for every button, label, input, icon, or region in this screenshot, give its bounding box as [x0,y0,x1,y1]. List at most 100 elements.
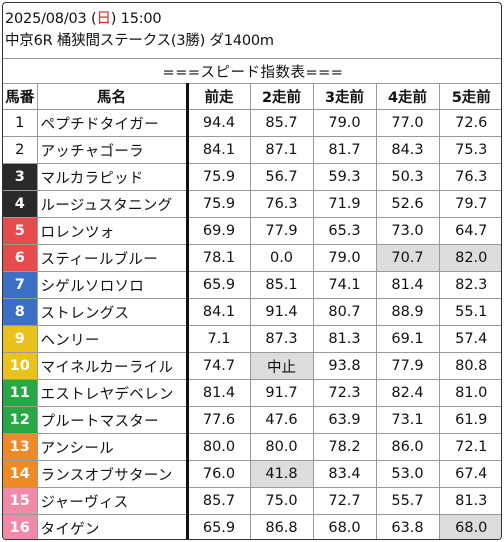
speed-index-last: 84.1 [185,298,251,326]
table-row: 8 ストレングス 84.1 91.4 80.7 88.9 55.1 [3,298,501,326]
speed-index-5ago: 72.6 [438,109,501,137]
horse-name: ペプチドタイガー [36,109,188,137]
col-header-number: 馬番 [3,83,38,110]
speed-index-5ago: 75.3 [438,136,501,164]
speed-index-3ago: 80.7 [312,298,377,326]
table-row: 5 ロレンツォ 69.9 77.9 65.3 73.0 64.7 [3,217,501,245]
speed-index-2ago: 85.7 [249,109,314,137]
speed-index-3ago: 63.9 [312,406,377,434]
horse-number-badge: 14 [3,460,38,488]
speed-index-last: 65.9 [185,514,251,539]
speed-index-5ago: 81.0 [438,379,501,407]
speed-index-2ago: 85.1 [249,271,314,299]
speed-index-3ago: 93.8 [312,352,377,380]
col-header-4ago: 4走前 [375,83,440,110]
speed-index-2ago: 77.9 [249,217,314,245]
speed-index-5ago: 81.3 [438,487,501,515]
horse-name: ヘンリー [36,325,188,353]
speed-index-4ago: 77.0 [375,109,440,137]
table-row: 15 ジャーヴィス 85.7 75.0 72.7 55.7 81.3 [3,487,501,515]
speed-index-4ago: 50.3 [375,163,440,191]
col-header-5ago: 5走前 [438,83,501,110]
race-weekday: 日 [96,11,111,27]
speed-index-5ago: 80.8 [438,352,501,380]
table-row: 9 ヘンリー 7.1 87.3 81.3 69.1 57.4 [3,325,501,353]
horse-number-badge: 13 [3,433,38,461]
horse-number-badge: 16 [3,514,38,539]
horse-number-badge: 9 [3,325,38,353]
speed-index-last: 77.6 [185,406,251,434]
horse-number-badge: 8 [3,298,38,326]
speed-index-3ago: 74.1 [312,271,377,299]
table-title-row: ===スピード指数表=== [3,58,501,84]
speed-index-2ago: 80.0 [249,433,314,461]
speed-index-4ago: 86.0 [375,433,440,461]
col-header-last: 前走 [185,83,251,110]
horse-name: ロレンツォ [36,217,188,245]
speed-index-4ago: 82.4 [375,379,440,407]
speed-index-5ago: 55.1 [438,298,501,326]
horse-name: プルートマスター [36,406,188,434]
table-row: 13 アンシール 80.0 80.0 78.2 86.0 72.1 [3,433,501,461]
speed-index-last: 85.7 [185,487,251,515]
speed-index-4ago: 84.3 [375,136,440,164]
horse-number-badge: 7 [3,271,38,299]
speed-index-3ago: 81.3 [312,325,377,353]
horse-name: マイネルカーライル [36,352,188,380]
speed-index-5ago: 79.7 [438,190,501,218]
table-title: ===スピード指数表=== [3,58,501,84]
horse-number-badge: 12 [3,406,38,434]
speed-index-5ago: 82.3 [438,271,501,299]
speed-index-3ago: 65.3 [312,217,377,245]
race-time: 15:00 [120,11,162,27]
horse-number-badge: 3 [3,163,38,191]
speed-index-4ago: 53.0 [375,460,440,488]
speed-index-last: 81.4 [185,379,251,407]
horse-name: ストレングス [36,298,188,326]
speed-index-table: ===スピード指数表=== 馬番 馬名 前走 2走前 3走前 4走前 5走前 1… [3,58,501,539]
table-row: 10 マイネルカーライル 74.7 中止 93.8 77.9 80.8 [3,352,501,380]
speed-index-3ago: 83.4 [312,460,377,488]
speed-index-5ago: 72.1 [438,433,501,461]
speed-index-last: 65.9 [185,271,251,299]
horse-name: エストレヤデベレン [36,379,188,407]
speed-index-2ago: 中止 [249,352,314,380]
horse-name: アンシール [36,433,188,461]
horse-name: シゲルソロソロ [36,271,188,299]
table-row: 4 ルージュスタニング 75.9 76.3 71.9 52.6 79.7 [3,190,501,218]
speed-index-last: 74.7 [185,352,251,380]
speed-index-4ago: 52.6 [375,190,440,218]
speed-index-3ago: 59.3 [312,163,377,191]
col-header-name: 馬名 [36,83,188,110]
speed-index-2ago: 91.7 [249,379,314,407]
race-datetime: 2025/08/03 (日) 15:00 [5,8,501,30]
speed-index-3ago: 68.0 [312,514,377,539]
speed-index-5ago: 64.7 [438,217,501,245]
table-row: 7 シゲルソロソロ 65.9 85.1 74.1 81.4 82.3 [3,271,501,299]
speed-index-4ago: 81.4 [375,271,440,299]
speed-index-4ago: 70.7 [375,244,440,272]
speed-index-2ago: 87.1 [249,136,314,164]
speed-index-4ago: 73.1 [375,406,440,434]
speed-index-2ago: 87.3 [249,325,314,353]
speed-index-5ago: 61.9 [438,406,501,434]
speed-index-last: 78.1 [185,244,251,272]
speed-index-3ago: 72.7 [312,487,377,515]
horse-number-badge: 1 [3,109,38,137]
speed-index-last: 76.0 [185,460,251,488]
speed-index-3ago: 79.0 [312,109,377,137]
table-row: 16 タイゲン 65.9 86.8 68.0 63.8 68.0 [3,514,501,539]
speed-index-2ago: 75.0 [249,487,314,515]
horse-name: タイゲン [36,514,188,539]
column-header-row: 馬番 馬名 前走 2走前 3走前 4走前 5走前 [3,83,501,110]
speed-index-4ago: 88.9 [375,298,440,326]
horse-name: ルージュスタニング [36,190,188,218]
speed-index-3ago: 78.2 [312,433,377,461]
horse-name: アッチャゴーラ [36,136,188,164]
col-header-2ago: 2走前 [249,83,314,110]
speed-index-5ago: 68.0 [438,514,501,539]
speed-index-2ago: 76.3 [249,190,314,218]
race-header: 2025/08/03 (日) 15:00 中京6R 桶狭間ステークス(3勝) ダ… [3,3,501,58]
speed-index-2ago: 91.4 [249,298,314,326]
speed-index-5ago: 82.0 [438,244,501,272]
